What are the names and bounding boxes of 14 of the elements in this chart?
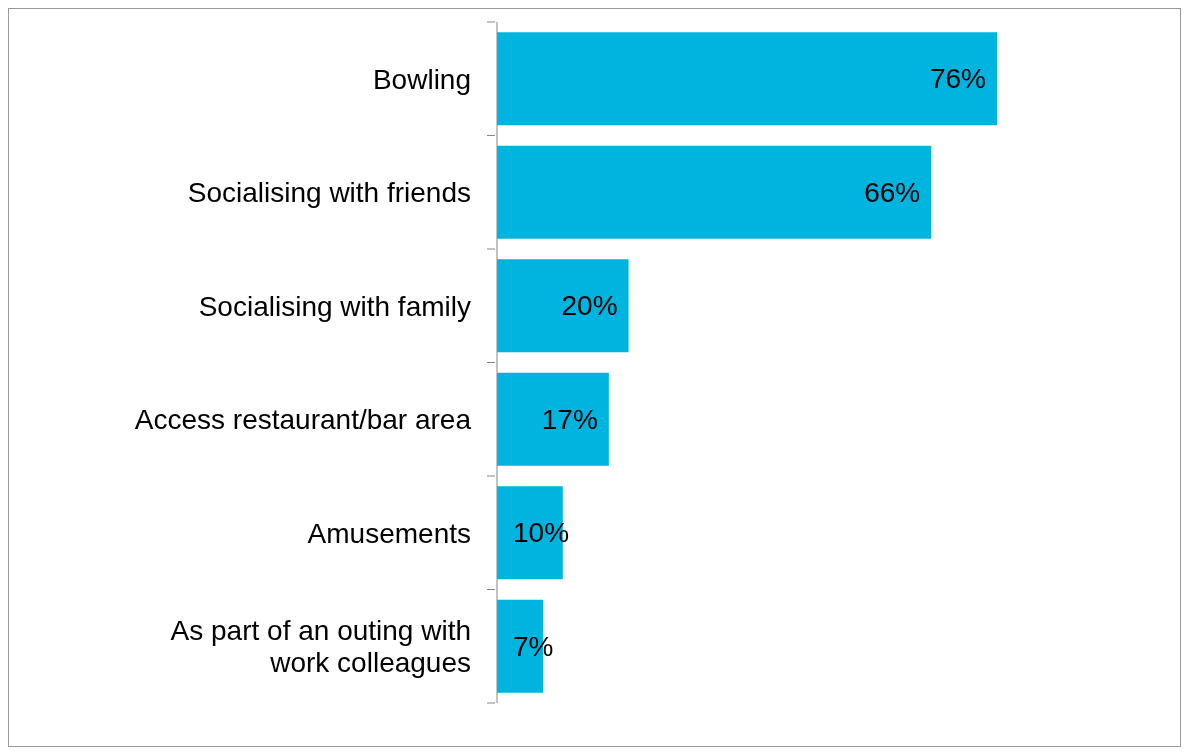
data-label: 20% [561,290,618,322]
y-tick-label: Bowling [372,63,471,95]
data-label: 66% [864,176,921,208]
y-tick-label: Amusements [307,517,471,549]
bar [497,32,997,126]
data-label: 76% [929,63,986,95]
y-tick-label: Socialising with friends [187,176,471,208]
y-tick-label: As part of an outing with work colleagues [170,614,471,678]
y-tick-label: Socialising with family [198,290,471,322]
bar [497,259,629,353]
bar [497,372,609,466]
y-tick-label: Access restaurant/bar area [134,403,472,435]
bar [497,145,932,239]
data-label: 17% [541,403,598,435]
